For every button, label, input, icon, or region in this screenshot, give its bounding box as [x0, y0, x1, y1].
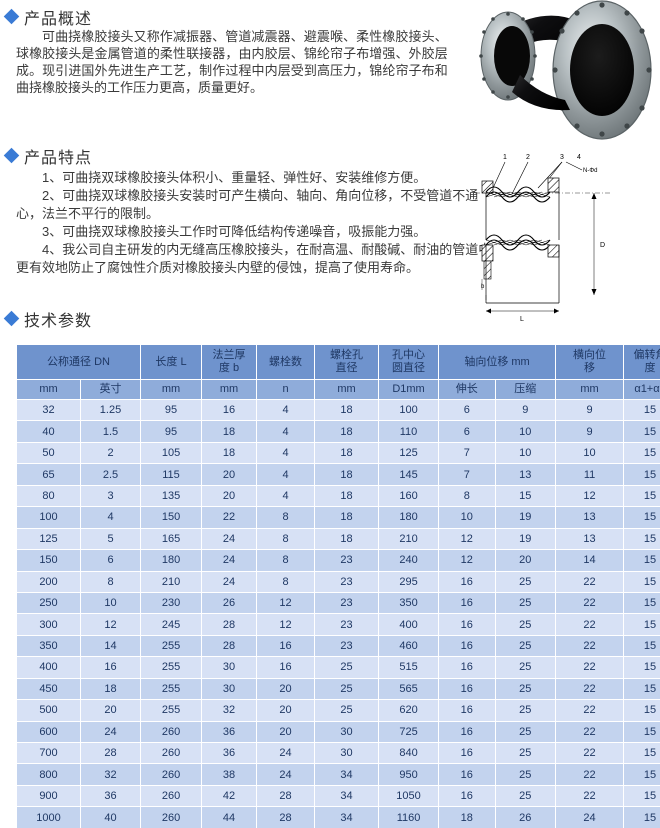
svg-text:1: 1: [503, 154, 507, 161]
svg-text:L: L: [520, 316, 524, 323]
svg-text:N-Φd: N-Φd: [583, 168, 597, 174]
svg-text:2: 2: [526, 154, 530, 161]
svg-text:D: D: [600, 242, 605, 249]
svg-text:3: 3: [560, 154, 564, 161]
svg-text:b: b: [481, 284, 485, 290]
svg-text:4: 4: [577, 154, 581, 161]
